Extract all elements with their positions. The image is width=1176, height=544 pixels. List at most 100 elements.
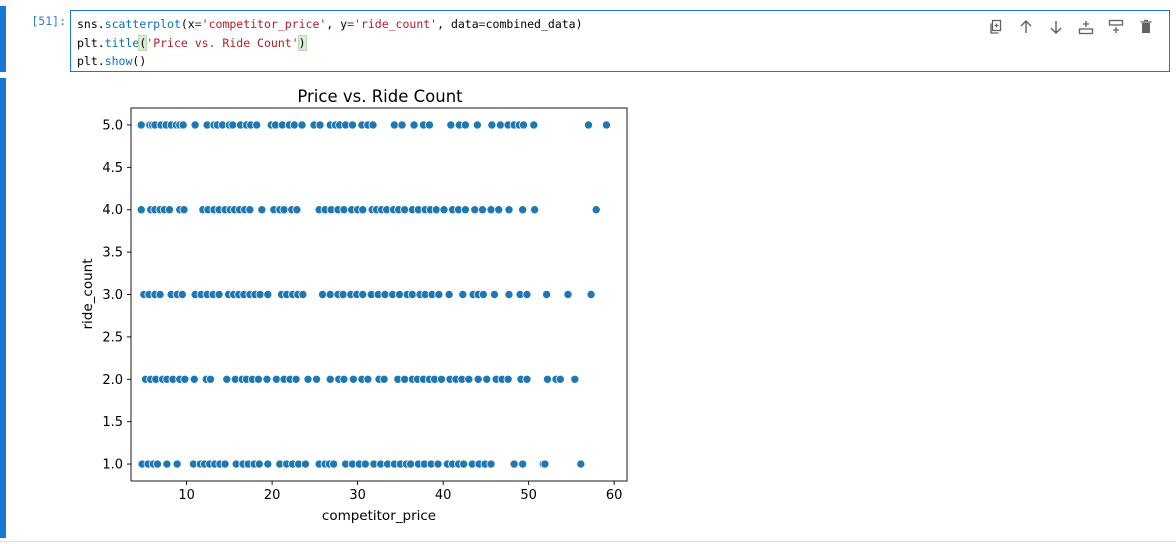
data-point [245, 205, 255, 215]
data-point [380, 289, 390, 299]
data-point [519, 120, 529, 130]
data-point [460, 205, 470, 215]
data-point [358, 289, 368, 299]
code-token: plt. [77, 54, 105, 68]
code-token-function: show [104, 54, 133, 68]
cell-toolbar [981, 17, 1161, 37]
data-point [576, 459, 586, 469]
data-point [297, 120, 307, 130]
data-point [312, 374, 322, 384]
code-token: (x [180, 17, 195, 31]
data-point [446, 120, 456, 130]
data-point [529, 120, 539, 130]
data-point [318, 289, 328, 299]
code-token: , data [437, 17, 479, 31]
data-point [542, 374, 552, 384]
code-editor[interactable]: sns.scatterplot(x='competitor_price', y=… [70, 10, 1170, 72]
data-point [292, 205, 302, 215]
cell-divider [0, 541, 1176, 542]
data-point [494, 205, 504, 215]
data-point [279, 205, 289, 215]
data-point [177, 289, 187, 299]
y-axis-label: ride_count [80, 258, 96, 329]
data-point [303, 374, 313, 384]
data-point [162, 459, 172, 469]
code-line-1[interactable]: sns.scatterplot(x='competitor_price', y=… [77, 15, 583, 34]
insert-below-icon [1108, 19, 1124, 33]
data-point [504, 205, 514, 215]
data-point [542, 289, 552, 299]
code-cell[interactable]: [51]: sns.scatterplot(x='competitor_pric… [0, 6, 1176, 74]
output-collapse-bar[interactable] [0, 78, 6, 538]
plot-output: Price vs. Ride Count 10 20 30 40 50 60 1.0 1.5… [70, 78, 650, 542]
delete-cell-button[interactable] [1131, 17, 1161, 37]
code-token: combined_data) [485, 17, 583, 31]
data-point [400, 205, 410, 215]
code-token-operator: = [194, 17, 202, 31]
data-point [409, 120, 419, 130]
code-line-2[interactable]: plt.title('Price vs. Ride Count') [77, 34, 583, 53]
data-point [464, 374, 474, 384]
code-token-operator: = [347, 17, 355, 31]
code-lines[interactable]: sns.scatterplot(x='competitor_price', y=… [77, 15, 583, 71]
data-point [406, 459, 416, 469]
data-point [263, 459, 273, 469]
data-point [504, 289, 514, 299]
data-point [347, 120, 357, 130]
data-point [591, 205, 601, 215]
data-point [228, 120, 238, 130]
data-point [563, 289, 573, 299]
x-tick-label: 20 [264, 488, 281, 503]
data-point [338, 289, 348, 299]
data-point [348, 374, 358, 384]
output-cell: Price vs. Ride Count 10 20 30 40 50 60 1.0 1.5… [0, 78, 1176, 538]
data-point [178, 120, 188, 130]
data-point [389, 120, 399, 130]
data-point [601, 120, 611, 130]
data-point [298, 289, 308, 299]
code-token: , y [326, 17, 348, 31]
cell-selection-bar[interactable] [0, 6, 6, 72]
data-point [153, 459, 163, 469]
data-point [136, 120, 146, 130]
insert-above-button[interactable] [1071, 17, 1101, 37]
data-point [252, 120, 262, 130]
matched-bracket: ( [138, 34, 148, 51]
execution-prompt: [51]: [31, 14, 66, 28]
data-point [358, 205, 368, 215]
data-point [360, 459, 370, 469]
data-point [431, 205, 441, 215]
code-token-string: 'competitor_price' [201, 17, 327, 31]
code-line-3[interactable]: plt.show() [77, 52, 583, 71]
move-up-button[interactable] [1011, 17, 1041, 37]
insert-below-button[interactable] [1101, 17, 1131, 37]
data-point [444, 289, 454, 299]
data-point [570, 374, 580, 384]
data-point [262, 374, 272, 384]
data-point [495, 120, 505, 130]
move-down-button[interactable] [1041, 17, 1071, 37]
data-point [164, 205, 174, 215]
duplicate-cell-button[interactable] [981, 17, 1011, 37]
data-point [379, 374, 389, 384]
data-point [436, 374, 446, 384]
code-token-operator: = [478, 17, 486, 31]
data-point [458, 289, 468, 299]
data-point [482, 374, 492, 384]
data-point [555, 374, 565, 384]
data-point [255, 289, 265, 299]
insert-above-icon [1078, 21, 1094, 35]
y-tick-label: 3.0 [102, 288, 123, 303]
y-tick-label: 3.5 [102, 246, 123, 261]
data-point [180, 374, 190, 384]
data-point [478, 289, 488, 299]
data-point [473, 374, 483, 384]
delete-icon [1140, 19, 1152, 33]
data-point [540, 459, 550, 469]
y-tick-label: 1.5 [102, 415, 123, 430]
data-point [530, 205, 540, 215]
code-token-string: 'ride_count' [354, 17, 438, 31]
data-point [489, 289, 499, 299]
data-point [486, 459, 496, 469]
data-point [253, 374, 263, 384]
